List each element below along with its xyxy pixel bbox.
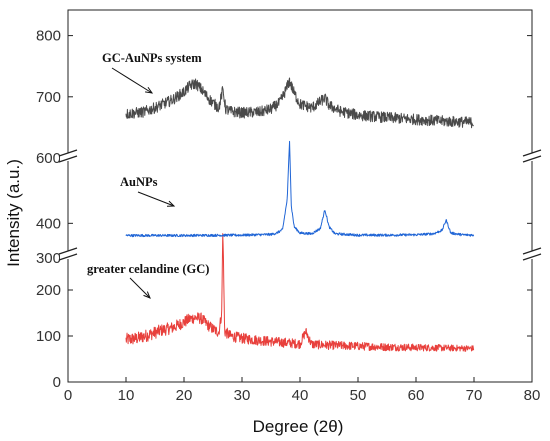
axis-break-mark-0 xyxy=(58,149,78,157)
axis-breaks xyxy=(58,149,542,261)
x-tick-label-40: 40 xyxy=(292,387,309,404)
axis-break-mark-1 xyxy=(522,155,542,163)
annotations: GC-AuNPs system AuNPs greater celandine (G… xyxy=(87,51,209,299)
x-axis-title: Degree (2θ) xyxy=(253,417,344,436)
axis-break-gap-2 xyxy=(60,251,76,259)
series-line-1 xyxy=(125,140,475,238)
plot-frame xyxy=(67,9,533,383)
annotation-arrow-1 xyxy=(137,191,175,207)
x-axis-ticks: 0 10 20 30 40 50 60 70 80 xyxy=(64,377,541,404)
x-tick-label-80: 80 xyxy=(524,387,541,404)
axis-break-mark-2 xyxy=(58,253,78,261)
annotation-label-2: greater celandine (GC) xyxy=(87,262,209,276)
x-tick-label-20: 20 xyxy=(176,387,193,404)
y-tick-label-800: 800 xyxy=(36,28,61,45)
x-tick-label-60: 60 xyxy=(408,387,425,404)
annotation-label-0: GC-AuNPs system xyxy=(102,51,202,65)
series-line-0 xyxy=(125,233,475,352)
annotation-arrowhead-0 xyxy=(145,86,154,94)
plot-border xyxy=(67,9,533,383)
series-line-2 xyxy=(125,77,474,129)
axis-break-mark-1 xyxy=(522,149,542,157)
y-tick-label-200: 200 xyxy=(36,282,61,299)
y-tick-label-100: 100 xyxy=(36,328,61,345)
x-tick-label-50: 50 xyxy=(350,387,367,404)
series-layer xyxy=(125,77,475,352)
x-tick-label-30: 30 xyxy=(234,387,251,404)
annotation-label-1: AuNPs xyxy=(120,175,158,189)
annotation-arrowhead-2 xyxy=(143,291,151,299)
x-tick-label-70: 70 xyxy=(466,387,483,404)
y-tick-label-700: 700 xyxy=(36,89,61,106)
y-tick-label-600: 600 xyxy=(36,150,61,167)
y-tick-label-400: 400 xyxy=(36,215,61,232)
annotation-arrowhead-1 xyxy=(166,200,176,207)
axis-break-mark-2 xyxy=(58,247,78,255)
y-axis-ticks: 0 100 200 300 400 600 700 800 xyxy=(36,28,532,391)
y-tick-label-300: 300 xyxy=(36,250,61,267)
axis-break-mark-0 xyxy=(58,155,78,163)
axis-break-gap-1 xyxy=(524,153,540,161)
y-axis-title: Intensity (a.u.) xyxy=(4,159,23,267)
x-tick-label-10: 10 xyxy=(118,387,135,404)
axis-break-gap-3 xyxy=(524,251,540,259)
y-tick-label-0: 0 xyxy=(53,374,61,391)
x-tick-label-0: 0 xyxy=(64,387,72,404)
axis-break-gap-0 xyxy=(60,153,76,161)
annotation-arrow-0 xyxy=(111,67,153,94)
axis-break-mark-3 xyxy=(522,253,542,261)
annotation-arrow-2 xyxy=(129,277,151,299)
axis-break-mark-3 xyxy=(522,247,542,255)
